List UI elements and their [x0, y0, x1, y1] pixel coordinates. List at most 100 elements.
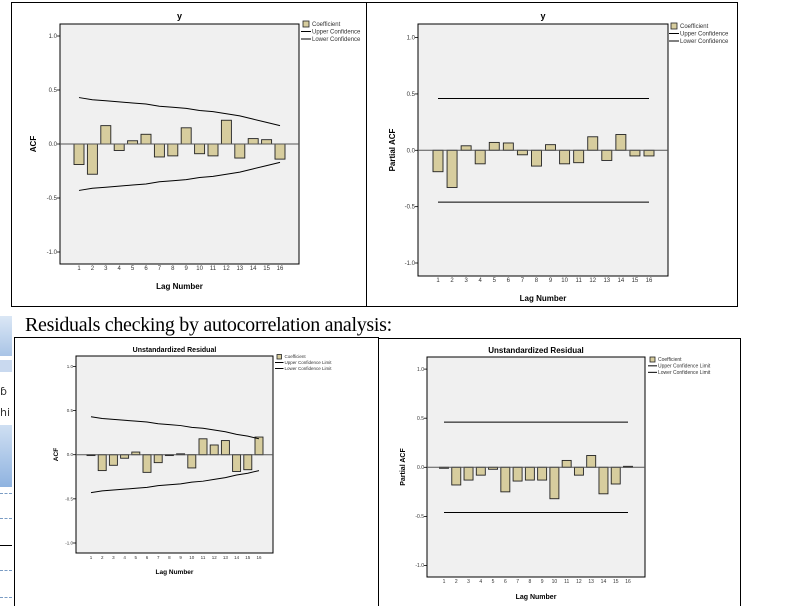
y-tick-label: 0.5	[49, 88, 58, 94]
y-tick-label: 0.0	[407, 148, 416, 154]
bar-lag-4	[474, 149, 486, 165]
x-tick-label: 11	[564, 579, 569, 585]
x-tick-label: 2	[455, 579, 458, 585]
x-tick-label: 16	[625, 579, 631, 585]
x-tick-label: 9	[549, 278, 553, 284]
bar-lag-12	[587, 136, 599, 151]
legend-label: Upper Confidence	[680, 32, 729, 38]
bar-lag-9	[537, 466, 548, 481]
left-fragment-divider	[0, 518, 12, 519]
x-axis-label: Lag Number	[516, 594, 557, 601]
y-tick-label: 1.0	[49, 34, 58, 40]
bar-lag-15	[629, 149, 641, 157]
legend-label: Lower Confidence Limit	[658, 370, 711, 376]
y-tick-label: 0.0	[417, 465, 424, 471]
x-tick-label: 11	[210, 266, 217, 272]
x-tick-label: 11	[201, 555, 206, 560]
bar-lag-16	[643, 149, 655, 157]
left-fragment-divider	[0, 570, 12, 571]
bar-lag-1	[432, 149, 444, 173]
y-tick-label: -0.5	[47, 196, 58, 202]
x-tick-label: 9	[541, 579, 544, 585]
left-fragment-blue-low	[0, 425, 12, 487]
legend-label: Upper Confidence Limit	[285, 360, 333, 365]
legend-label: Upper Confidence Limit	[658, 364, 711, 370]
y-tick-label: -1.0	[415, 563, 424, 569]
x-axis-label: Lag Number	[520, 294, 567, 303]
y-tick-label: -1.0	[405, 261, 416, 267]
y-axis-label: Partial ACF	[388, 128, 397, 171]
left-fragment-blue-top	[0, 316, 12, 356]
legend-swatch-coefficient	[302, 20, 310, 28]
x-tick-label: 1	[77, 266, 81, 272]
x-tick-label: 3	[467, 579, 470, 585]
x-tick-label: 12	[212, 555, 218, 560]
x-tick-label: 16	[277, 266, 284, 272]
x-tick-label: 13	[603, 278, 610, 284]
x-tick-label: 2	[101, 555, 104, 560]
y-axis-label: ACF	[53, 448, 60, 461]
y-tick-label: -0.5	[405, 205, 416, 211]
bar-lag-5	[488, 141, 500, 151]
upper-confidence-line	[78, 97, 281, 127]
left-fragment-divider	[0, 545, 12, 546]
y-tick-label: 1.0	[407, 36, 416, 42]
chart-4: Unstandardized Residual 1.0 0.5 0.0 -0.5 -1.0…	[378, 338, 741, 606]
chart-3: Unstandardized Residual 1.0 0.5 0.0 -0.5 -1.0…	[14, 337, 379, 606]
x-tick-label: 6	[144, 266, 148, 272]
x-tick-label: 14	[250, 266, 257, 272]
bar-lag-13	[586, 455, 597, 468]
x-tick-label: 1	[443, 579, 446, 585]
left-fragment-text-2: hi	[0, 406, 11, 419]
x-tick-label: 2	[91, 266, 95, 272]
legend-label: Lower Confidence	[680, 39, 729, 45]
x-tick-label: 13	[223, 555, 229, 560]
bar-lag-16	[274, 143, 286, 160]
bar-lag-4	[120, 454, 130, 459]
x-tick-label: 15	[263, 266, 270, 272]
section-heading: Residuals checking by autocorrelation an…	[25, 314, 392, 336]
x-tick-label: 9	[185, 266, 189, 272]
bar-lag-12	[220, 119, 232, 145]
x-tick-label: 12	[576, 579, 582, 585]
bar-lag-8	[524, 466, 535, 481]
bar-lag-7	[153, 454, 163, 464]
left-fragment-text-1: ɓ	[0, 385, 7, 398]
x-tick-label: 8	[168, 555, 171, 560]
bar-lag-15	[243, 454, 253, 471]
bar-lag-3	[460, 145, 472, 151]
chart-panel-border	[378, 338, 741, 606]
x-tick-label: 14	[601, 579, 607, 585]
x-tick-label: 2	[450, 278, 454, 284]
left-fragment-blue-mid	[0, 360, 12, 372]
left-fragment-divider	[0, 493, 12, 494]
y-tick-label: 1.0	[67, 364, 74, 369]
x-tick-label: 7	[521, 278, 525, 284]
bar-lag-4	[475, 466, 486, 476]
x-tick-label: 6	[507, 278, 511, 284]
x-tick-label: 8	[535, 278, 539, 284]
bar-lag-10	[187, 454, 197, 469]
bar-lag-6	[142, 454, 152, 473]
bar-lag-11	[561, 459, 572, 468]
upper-confidence-line	[90, 416, 260, 440]
bar-lag-9	[545, 144, 556, 151]
bar-lag-16	[254, 436, 264, 456]
bar-lag-1	[73, 143, 85, 165]
bar-lag-3	[100, 125, 112, 145]
legend-swatch-coefficient	[276, 354, 282, 360]
x-tick-label: 1	[436, 278, 440, 284]
x-tick-label: 6	[504, 579, 507, 585]
bar-lag-2	[97, 454, 107, 472]
x-tick-label: 5	[492, 579, 495, 585]
y-tick-label: 0.0	[49, 142, 58, 148]
bar-lag-10	[559, 149, 571, 165]
bar-lag-2	[86, 143, 98, 175]
chart-panel-border	[366, 2, 738, 307]
x-tick-label: 7	[516, 579, 519, 585]
bar-lag-7	[516, 149, 528, 156]
